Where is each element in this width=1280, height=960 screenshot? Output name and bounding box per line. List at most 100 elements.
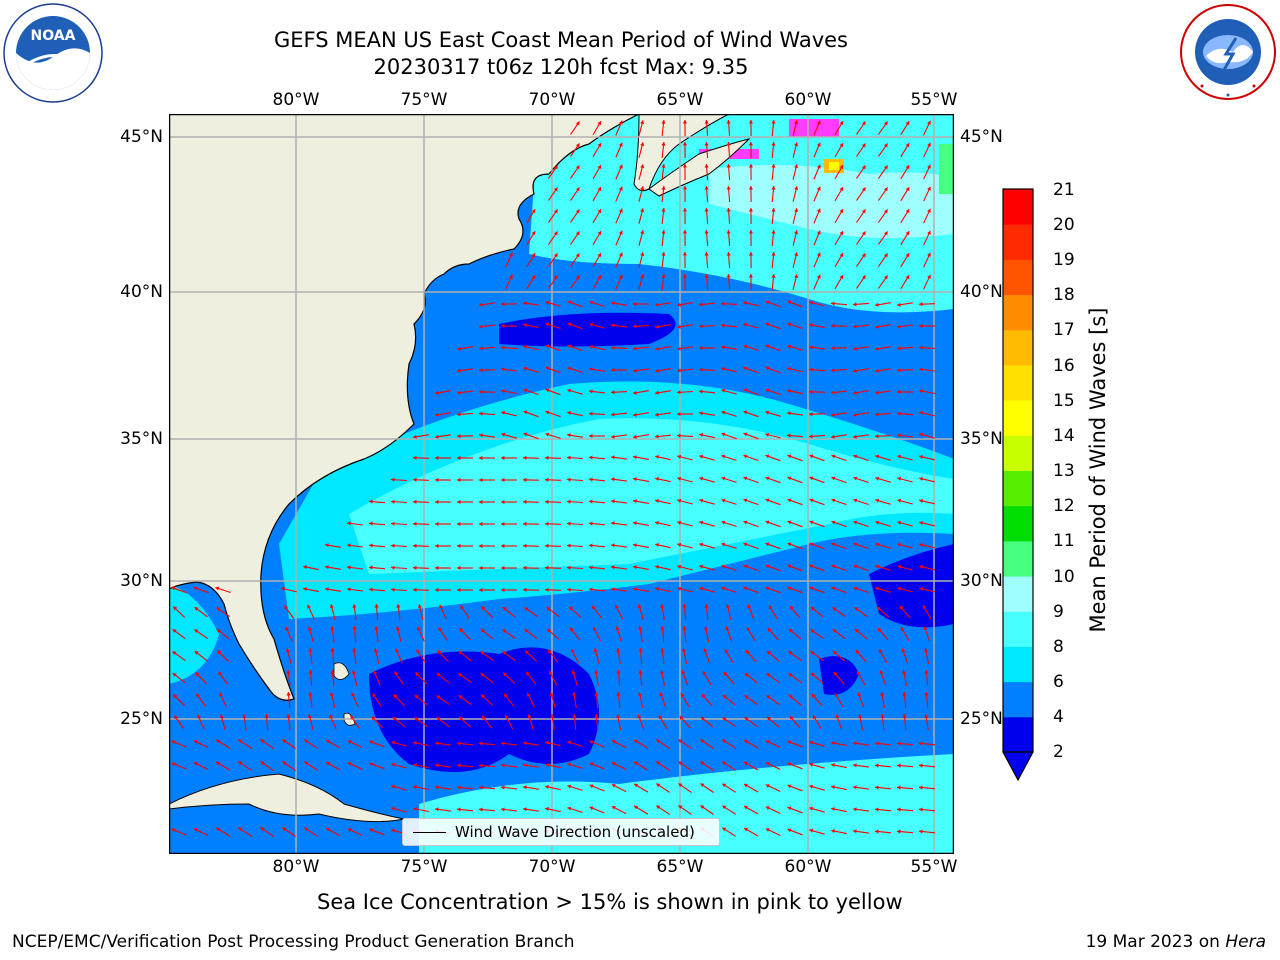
wind-wave-arrowhead bbox=[304, 827, 309, 832]
wind-wave-arrowhead bbox=[391, 806, 396, 811]
wind-wave-arrowhead bbox=[523, 366, 528, 371]
wind-wave-arrowhead bbox=[924, 648, 929, 652]
wind-wave-arrowhead bbox=[861, 275, 866, 280]
wind-wave-arrowhead bbox=[722, 783, 727, 788]
wind-wave-arrowhead bbox=[875, 390, 879, 395]
wind-wave-arrowhead bbox=[700, 739, 705, 744]
wind-wave-arrowhead bbox=[704, 230, 709, 234]
wind-wave-arrowhead bbox=[721, 542, 726, 547]
wind-wave-arrowhead bbox=[853, 302, 857, 307]
wind-wave-arrowhead bbox=[481, 694, 485, 699]
wind-wave-arrowhead bbox=[457, 412, 461, 417]
wind-wave-arrowhead bbox=[927, 230, 931, 235]
wind-wave-arrowhead bbox=[553, 165, 558, 170]
wind-wave-arrowhead bbox=[457, 455, 461, 460]
wind-wave-arrowhead bbox=[369, 499, 373, 504]
wind-wave-arrowhead bbox=[897, 411, 901, 416]
wind-wave-arrowhead bbox=[746, 627, 751, 632]
wind-wave-arrowhead bbox=[677, 586, 682, 591]
wind-wave-arrowhead bbox=[897, 586, 902, 591]
wind-wave-arrowhead bbox=[743, 410, 748, 415]
wind-wave-arrowhead bbox=[743, 388, 748, 393]
wind-wave-arrowhead bbox=[905, 165, 910, 170]
wind-wave-arrowhead bbox=[883, 187, 888, 192]
wind-wave-arrowhead bbox=[417, 604, 422, 608]
date-stamp: 19 Mar 2023 on Hera bbox=[1086, 932, 1266, 952]
wave-period-band bbox=[709, 165, 954, 238]
colorbar-tick: 6 bbox=[1053, 672, 1064, 692]
wind-wave-arrowhead bbox=[677, 390, 681, 395]
wind-wave-arrowhead bbox=[527, 714, 532, 719]
lon-tick-bottom: 80°W bbox=[272, 857, 320, 877]
wind-wave-arrowhead bbox=[722, 739, 727, 744]
wind-wave-arrowhead bbox=[174, 715, 179, 720]
wind-wave-arrowhead bbox=[436, 673, 441, 677]
wind-wave-arrowhead bbox=[655, 302, 659, 307]
map-grid bbox=[169, 114, 954, 854]
wind-wave-arrowhead bbox=[173, 694, 178, 699]
wind-wave-arrowhead bbox=[765, 454, 770, 459]
wind-wave-arrowhead bbox=[787, 542, 792, 547]
wind-wave-arrowhead bbox=[699, 411, 703, 416]
colorbar-band bbox=[1003, 435, 1033, 471]
wind-wave-arrowhead bbox=[765, 762, 770, 766]
colorbar-tick: 20 bbox=[1053, 215, 1075, 235]
wind-wave-arrowhead bbox=[325, 565, 329, 570]
wind-wave-arrowhead bbox=[919, 345, 923, 350]
wind-wave-arrowhead bbox=[391, 477, 395, 482]
wind-wave-arrowhead bbox=[523, 521, 527, 526]
wind-wave-arrowhead bbox=[575, 165, 580, 170]
wind-wave-arrowhead bbox=[765, 806, 770, 810]
wind-wave-arrowhead bbox=[816, 186, 821, 191]
wind-wave-arrowhead bbox=[281, 586, 285, 591]
wind-wave-arrowhead bbox=[567, 344, 572, 349]
wind-wave-arrowhead bbox=[413, 455, 417, 460]
wind-wave-arrowhead bbox=[193, 828, 198, 832]
wind-wave-arrowhead bbox=[927, 142, 931, 147]
wind-wave-arrowhead bbox=[853, 829, 857, 834]
wind-wave-arrowhead bbox=[905, 231, 910, 236]
wind-wave-arrowhead bbox=[459, 628, 464, 633]
wind-wave-arrowhead bbox=[523, 763, 527, 768]
wind-wave-arrowhead bbox=[721, 520, 726, 525]
wind-wave-arrowhead bbox=[919, 410, 923, 415]
wind-wave-arrowhead bbox=[853, 564, 858, 569]
sea-ice-patch bbox=[829, 162, 839, 170]
lon-tick-top: 60°W bbox=[784, 90, 832, 110]
wind-wave-arrowhead bbox=[787, 411, 791, 416]
wind-wave-arrowhead bbox=[634, 805, 639, 810]
wind-wave-arrowhead bbox=[678, 805, 683, 810]
wind-wave-arrowhead bbox=[861, 231, 866, 236]
wind-wave-arrowhead bbox=[640, 120, 645, 125]
wind-wave-arrowhead bbox=[927, 186, 931, 191]
wind-wave-arrowhead bbox=[238, 739, 243, 744]
wind-wave-arrowhead bbox=[391, 828, 396, 833]
wind-wave-arrowhead bbox=[661, 142, 666, 146]
wind-wave-arrowhead bbox=[633, 324, 637, 329]
wind-wave-arrowhead bbox=[812, 715, 817, 720]
wind-wave-arrowhead bbox=[567, 543, 571, 548]
wind-wave-arrowhead bbox=[861, 121, 866, 126]
wind-wave-arrowhead bbox=[919, 807, 923, 812]
wind-wave-arrowhead bbox=[523, 432, 528, 437]
colorbar-band bbox=[1003, 505, 1033, 542]
wind-wave-arrowhead bbox=[660, 670, 665, 674]
wind-wave-arrowhead bbox=[839, 187, 844, 192]
wind-wave-arrowhead bbox=[597, 187, 602, 192]
wind-wave-arrowhead bbox=[704, 626, 709, 630]
wind-wave-arrowhead bbox=[567, 521, 571, 526]
wind-wave-arrowhead bbox=[831, 542, 836, 547]
wind-wave-arrowhead bbox=[853, 586, 858, 591]
wind-wave-arrowhead bbox=[765, 344, 770, 349]
wind-wave-arrowhead bbox=[853, 476, 858, 481]
wind-wave-arrowhead bbox=[661, 208, 666, 212]
wind-wave-arrowhead bbox=[373, 670, 378, 675]
wind-wave-arrowhead bbox=[875, 542, 880, 547]
wind-wave-arrowhead bbox=[765, 828, 770, 832]
wind-wave-arrowhead bbox=[765, 564, 770, 569]
wind-wave-arrowhead bbox=[219, 714, 224, 719]
wind-wave-arrowhead bbox=[699, 302, 703, 307]
wind-wave-arrowhead bbox=[597, 143, 602, 148]
wind-wave-arrowhead bbox=[435, 477, 439, 482]
wind-wave-arrowhead bbox=[905, 187, 910, 192]
